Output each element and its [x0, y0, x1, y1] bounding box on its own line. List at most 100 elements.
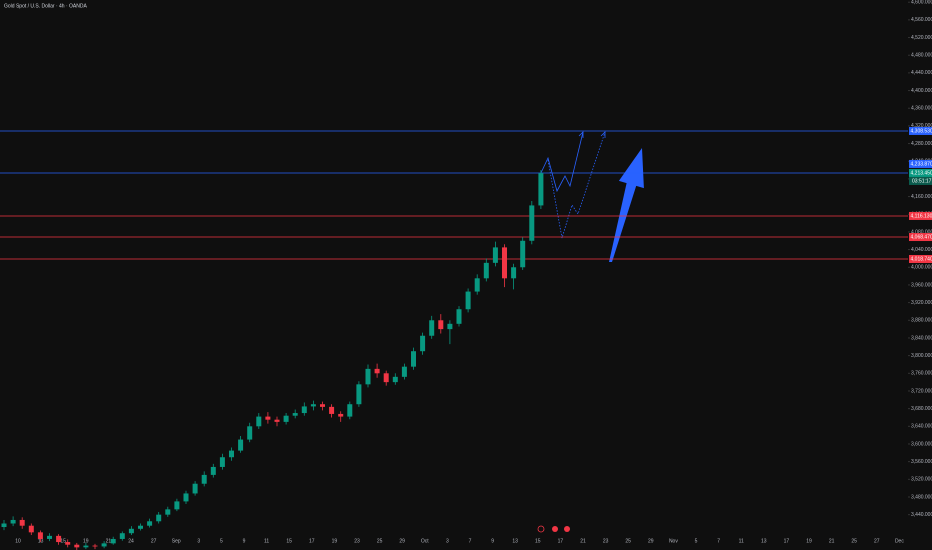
x-tick-label: 17 — [784, 538, 790, 544]
x-tick-label: 25 — [851, 538, 857, 544]
x-tick-label: 10 — [15, 538, 21, 544]
candle-body — [229, 450, 234, 458]
candle-body — [183, 493, 189, 502]
y-tick-label: 4,160.000 — [911, 194, 932, 200]
x-tick-label: 7 — [717, 538, 720, 544]
price-tag — [909, 233, 932, 242]
candle-body — [356, 384, 362, 405]
candle-body — [283, 415, 289, 422]
candle-body — [128, 528, 134, 534]
candle-body — [37, 532, 43, 539]
price-tag-label: 4,213.450 — [911, 170, 932, 176]
candle-body — [347, 404, 353, 417]
y-tick-label: 3,760.000 — [911, 371, 932, 377]
candle-body — [83, 545, 89, 548]
price-tag — [909, 159, 932, 168]
price-tag — [909, 168, 932, 177]
candle-body — [511, 267, 517, 279]
y-tick-label: 4,600.000 — [911, 0, 932, 6]
x-tick-label: Sep — [172, 538, 181, 544]
candle-body — [465, 291, 471, 310]
y-tick-label: 3,720.000 — [911, 388, 932, 394]
chart-title: Gold Spot / U.S. Dollar · 4h · OANDA — [4, 3, 87, 9]
candle-body — [238, 439, 244, 451]
candle-body — [1, 523, 7, 528]
candle-body — [447, 323, 453, 330]
candle-body — [192, 483, 198, 494]
y-tick-label: 3,480.000 — [911, 494, 932, 500]
x-tick-label: 27 — [874, 538, 880, 544]
candle-body — [429, 320, 435, 336]
x-tick-label: 17 — [558, 538, 564, 544]
candle-body — [392, 376, 398, 383]
y-tick-label: 3,920.000 — [911, 300, 932, 306]
y-tick-label: 3,800.000 — [911, 353, 932, 359]
candle-body — [47, 535, 52, 539]
candle-body — [301, 406, 307, 414]
candle-body — [28, 525, 34, 533]
x-tick-label: 19 — [806, 538, 812, 544]
projection — [539, 131, 644, 262]
y-tick-label: 4,360.000 — [911, 106, 932, 112]
x-tick-label: 13 — [512, 538, 518, 544]
candle-body — [329, 406, 335, 414]
big-arrow — [609, 148, 644, 262]
x-tick-label: 9 — [243, 538, 246, 544]
countdown: 03:51:17 — [912, 178, 932, 184]
price-tag-label: 4,308.530 — [911, 128, 932, 134]
candle-body — [219, 457, 225, 467]
price-tag-label: 4,068.470 — [911, 234, 932, 240]
candle-body — [165, 509, 171, 515]
x-tick-label: 23 — [354, 538, 360, 544]
price-tag-label: 4,233.870 — [911, 161, 932, 167]
x-tick-label: 15 — [286, 538, 292, 544]
candle-body — [538, 173, 544, 206]
candle-body — [474, 278, 480, 292]
x-tick-label: 7 — [469, 538, 472, 544]
candle-body — [401, 366, 407, 377]
candle-body — [92, 545, 98, 547]
candle-body — [19, 519, 25, 526]
x-tick-label: 25 — [625, 538, 631, 544]
x-tick-label: 23 — [603, 538, 609, 544]
y-tick-label: 4,480.000 — [911, 53, 932, 59]
candle-body — [274, 419, 280, 422]
projection-arrowhead — [578, 131, 584, 138]
candle-body — [438, 320, 444, 330]
candle-body — [56, 535, 62, 543]
x-tick-label: 3 — [446, 538, 449, 544]
candle-body — [520, 240, 526, 268]
countdown-tag — [909, 176, 932, 185]
x-tick-label: 29 — [399, 538, 405, 544]
x-tick-label: 13 — [761, 538, 767, 544]
candle-body — [365, 368, 371, 385]
x-tick-label: Nov — [669, 538, 678, 544]
candle-body — [119, 533, 125, 539]
candle-body — [101, 543, 107, 547]
x-tick-label: 9 — [491, 538, 494, 544]
x-tick-label: 19 — [332, 538, 338, 544]
candle-body — [338, 413, 344, 417]
candle-body — [10, 519, 16, 524]
x-tick-label: 5 — [695, 538, 698, 544]
y-tick-label: 3,640.000 — [911, 424, 932, 430]
y-tick-label: 4,280.000 — [911, 141, 932, 147]
x-tick-label: 29 — [648, 538, 654, 544]
y-tick-label: 3,520.000 — [911, 477, 932, 483]
y-tick-label: 4,400.000 — [911, 88, 932, 94]
candle-body — [529, 205, 535, 241]
candle-body — [247, 426, 253, 440]
x-tick-label: 21 — [580, 538, 586, 544]
x-tick-label: Dec — [895, 538, 904, 544]
candle-body — [483, 262, 489, 279]
x-tick-label: 24 — [128, 538, 134, 544]
y-tick-label: 3,440.000 — [911, 512, 932, 518]
x-tick-label: 21 — [829, 538, 835, 544]
x-tick-label: 11 — [264, 538, 269, 544]
y-tick-label: 3,600.000 — [911, 441, 932, 447]
candle-body — [210, 466, 216, 475]
y-tick-label: 3,560.000 — [911, 459, 932, 465]
x-tick-label: 19 — [83, 538, 89, 544]
x-tick-label: Oct — [421, 538, 429, 544]
y-tick-label: 4,560.000 — [911, 17, 932, 23]
